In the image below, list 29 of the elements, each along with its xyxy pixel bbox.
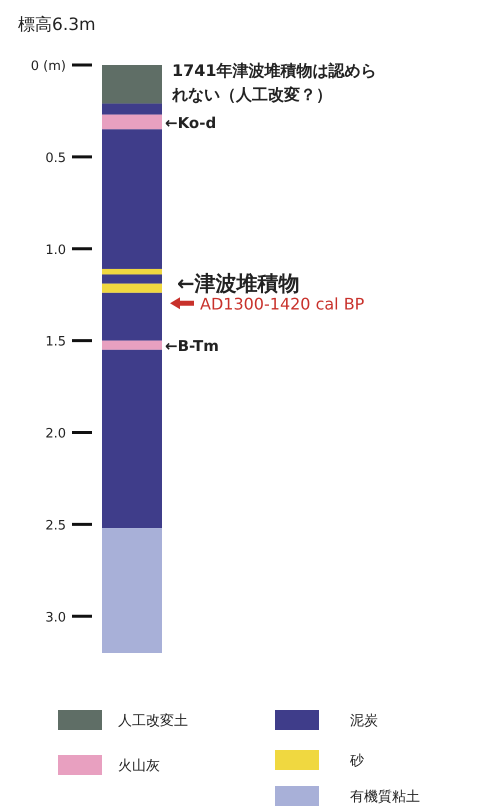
bar <box>102 114 162 130</box>
bar <box>102 350 162 528</box>
legend-label: 砂 <box>349 753 364 769</box>
text: ←Ko-d <box>165 114 216 132</box>
bar <box>102 104 162 115</box>
bar <box>102 340 162 350</box>
legend-label: 泥炭 <box>350 713 378 729</box>
y-tick-label: 3.0 <box>45 610 66 626</box>
bar <box>102 292 162 341</box>
text: AD1300-1420 cal BP <box>200 294 365 314</box>
y-tick-label: 1.5 <box>45 334 66 350</box>
y-tick-label: 1.0 <box>45 242 66 258</box>
bar <box>102 268 162 274</box>
bar <box>102 129 162 269</box>
y-tick-label: 0 (m) <box>30 59 66 74</box>
text: ←B-Tm <box>165 337 219 356</box>
bar <box>102 284 162 293</box>
text: ←津波堆積物 <box>177 271 300 296</box>
legend-label: 有機質粘土 <box>350 789 420 805</box>
y-tick-label: 2.0 <box>45 426 66 442</box>
y-tick-label: 0.5 <box>45 150 66 166</box>
chart-title: 標高6.3m <box>18 15 96 35</box>
legend-label: 人工改変土 <box>118 713 188 729</box>
legend-label: 火山灰 <box>118 758 160 774</box>
bar <box>102 528 162 653</box>
y-tick-label: 2.5 <box>45 518 66 534</box>
bar <box>102 274 162 284</box>
bar <box>102 65 162 104</box>
text: 1741年津波堆積物は認められない（人工改変？） <box>171 61 377 104</box>
